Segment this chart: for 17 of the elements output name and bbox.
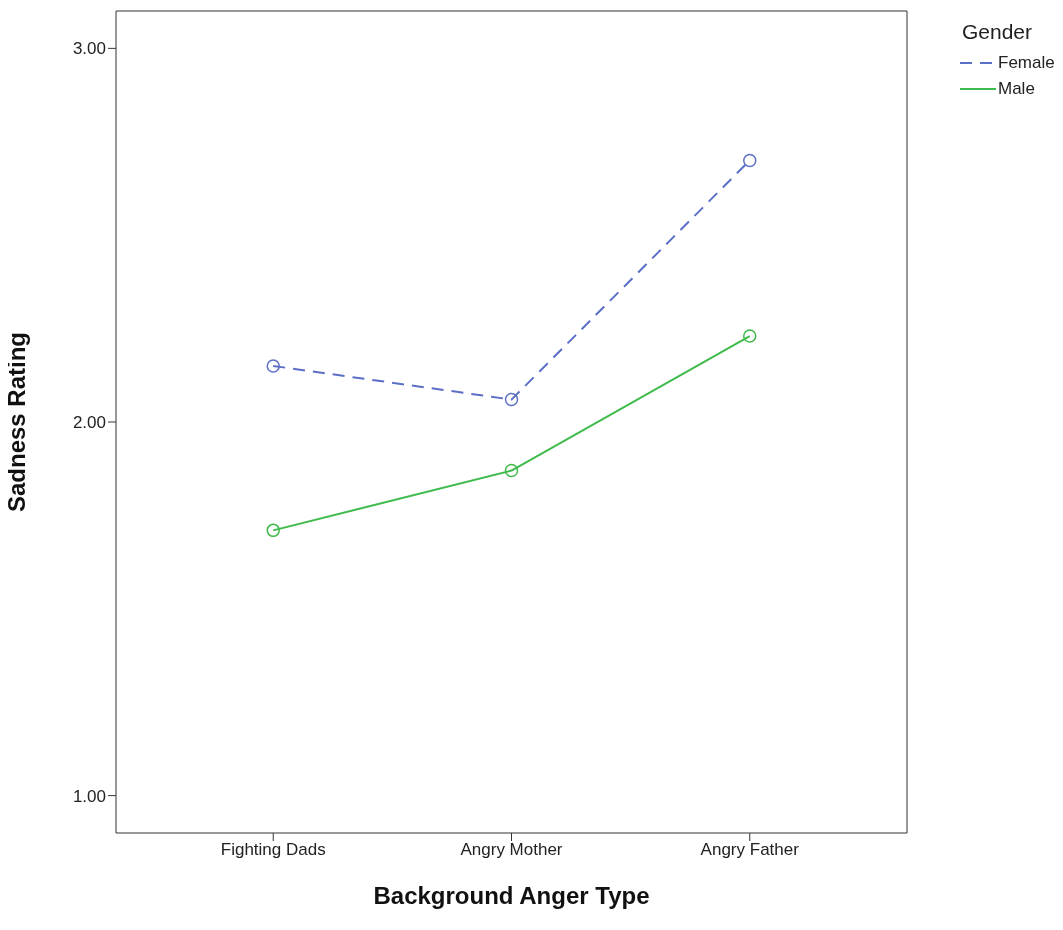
point [743, 329, 757, 343]
y-tick-label: 2.00 [72, 413, 106, 433]
legend-label: Male [998, 79, 1035, 99]
point [743, 153, 757, 168]
point [266, 359, 280, 373]
point [504, 463, 519, 478]
x-tick-label: Angry Father [700, 840, 800, 860]
y-tick-label: 3.00 [72, 39, 106, 59]
x-tick-label: Angry Mother [460, 840, 563, 860]
y-tick-label: 1.00 [72, 786, 106, 806]
x-axis-title: Background Anger Type [373, 882, 650, 909]
point [266, 523, 280, 538]
y-axis-title: Sadness Rating [2, 331, 30, 513]
x-tick-label: Fighting Dads [220, 840, 326, 860]
legend-title: Gender [962, 20, 1034, 44]
point [504, 392, 519, 407]
legend-label: Female [998, 53, 1055, 73]
